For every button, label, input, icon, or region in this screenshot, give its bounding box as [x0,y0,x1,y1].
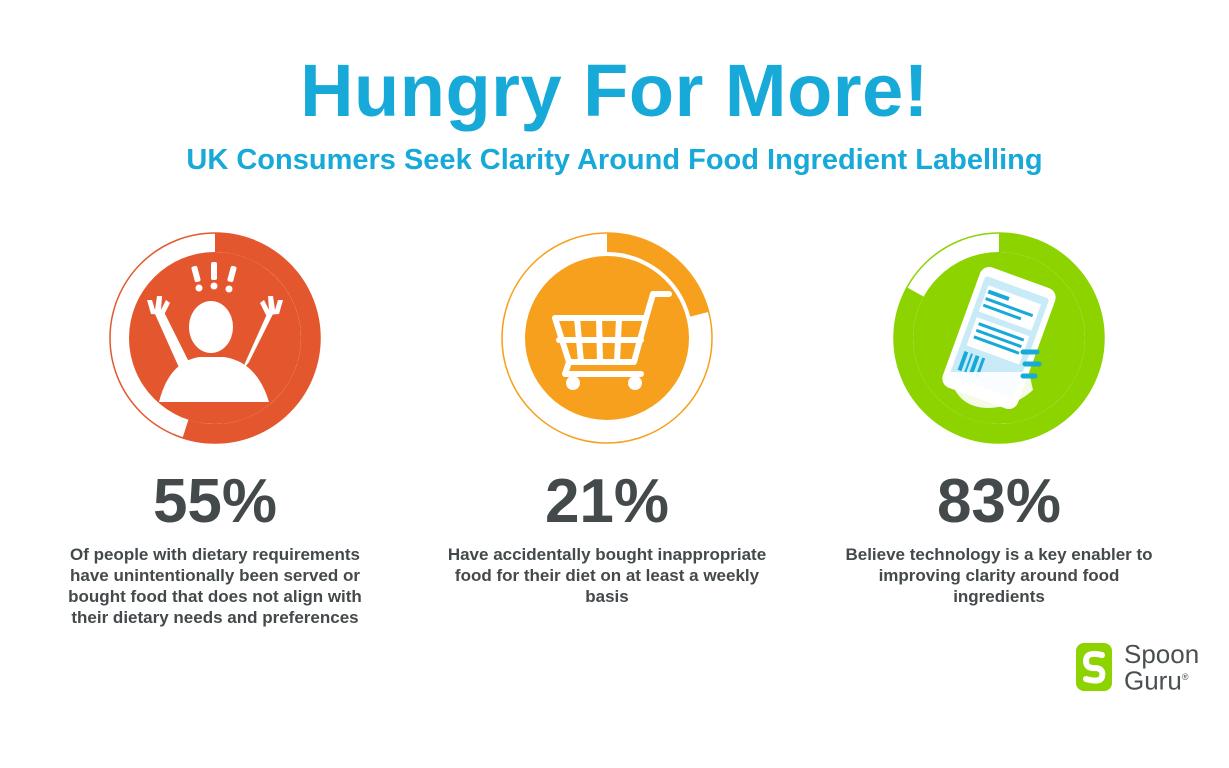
spoon-guru-logo: Spoon Guru® [1076,639,1221,696]
stat-description: Have accidentally bought inappropriate f… [447,545,767,606]
phone-in-hand-icon [942,266,1056,410]
stat-card-technology: 83% Believe technology is a key enabler … [834,222,1164,642]
stat-percentage: 21% [544,467,670,536]
donut-chart-21 [501,232,713,444]
stat-description: Of people with dietary requirements have… [68,545,362,627]
page-title: Hungry For More! [300,49,929,132]
logo-line-2-wrap: Guru® [1124,665,1199,696]
spoon-guru-logo-mark-icon [1076,643,1112,691]
stat-card-dietary-requirements: 55% Of people with dietary requirements … [50,222,380,642]
stat-percentage: 55% [152,467,278,536]
registered-mark: ® [1181,672,1189,682]
logo-line-1: Spoon [1124,639,1200,669]
stat-card-accidental-purchase: 21% Have accidentally bought inappropria… [442,222,772,642]
donut-arc [607,233,709,317]
page-subtitle: UK Consumers Seek Clarity Around Food In… [186,144,1043,176]
stat-description: Believe technology is a key enabler to i… [845,545,1153,606]
logo-line-2: Guru [1124,665,1182,696]
spoon-guru-logo-text: Spoon Guru® [1124,639,1200,696]
cart-wheels [566,376,642,390]
donut-chart-55 [109,232,321,444]
donut-arc [182,233,320,443]
shopping-cart-icon [552,291,672,377]
donut-chart-83 [893,232,1105,444]
stat-percentage: 83% [936,467,1062,536]
frustrated-person-icon [147,262,283,402]
